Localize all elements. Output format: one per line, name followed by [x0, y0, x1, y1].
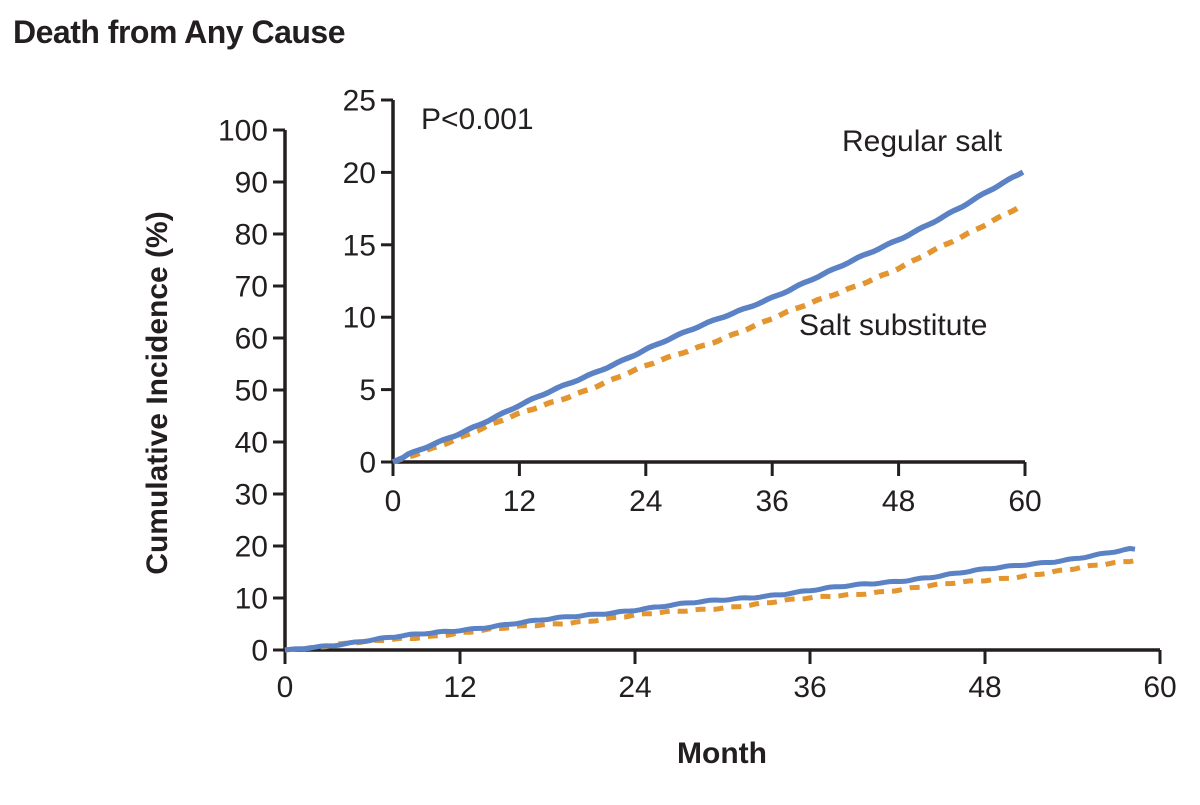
main-y-tick-label-40: 40 — [235, 427, 268, 460]
main-y-tick-label-0: 0 — [251, 635, 268, 668]
main-y-tick-label-90: 90 — [235, 167, 268, 200]
x-axis-title: Month — [677, 737, 767, 770]
regular-salt-line-main — [284, 546, 1136, 653]
salt-substitute-line-inset — [392, 201, 1025, 465]
y-axis-title: Cumulative Incidence (%) — [141, 211, 174, 575]
inset-x-tick-label-24: 24 — [629, 485, 662, 518]
inset-y-tick-label-20: 20 — [343, 157, 376, 190]
main-x-tick-label-12: 12 — [443, 671, 476, 704]
inset-y-tick-label-10: 10 — [343, 302, 376, 335]
inset-y-tick-label-5: 5 — [359, 374, 376, 407]
main-y-tick-label-100: 100 — [218, 115, 268, 148]
main-y-tick-label-10: 10 — [235, 583, 268, 616]
legend-label-salt-substitute: Salt substitute — [799, 309, 988, 342]
main-x-tick-label-48: 48 — [968, 671, 1001, 704]
inset-y-tick-label-25: 25 — [343, 85, 376, 118]
main-x-tick-label-60: 60 — [1143, 671, 1176, 704]
main-y-tick-label-80: 80 — [235, 219, 268, 252]
main-y-tick-label-30: 30 — [235, 479, 268, 512]
main-x-tick-label-36: 36 — [793, 671, 826, 704]
legend-label-regular-salt: Regular salt — [842, 125, 1003, 158]
main-y-tick-label-20: 20 — [235, 531, 268, 564]
inset-y-tick-label-15: 15 — [343, 229, 376, 262]
main-x-tick-label-0: 0 — [277, 671, 294, 704]
inset-x-tick-label-36: 36 — [756, 485, 789, 518]
inset-x-tick-label-0: 0 — [385, 485, 402, 518]
inset-chart: 0 12 24 36 48 60 0 5 10 15 20 25 — [343, 85, 1042, 519]
main-y-tick-label-70: 70 — [235, 271, 268, 304]
main-y-tick-label-60: 60 — [235, 323, 268, 356]
regular-salt-line-inset — [391, 169, 1025, 465]
figure-title: Death from Any Cause — [13, 14, 346, 50]
inset-x-tick-label-12: 12 — [503, 485, 536, 518]
main-y-tick-label-50: 50 — [235, 375, 268, 408]
main-x-tick-label-24: 24 — [618, 671, 651, 704]
inset-y-tick-label-0: 0 — [359, 447, 376, 480]
p-value-annotation: P<0.001 — [421, 103, 534, 136]
inset-x-tick-label-60: 60 — [1008, 485, 1041, 518]
inset-x-tick-label-48: 48 — [882, 485, 915, 518]
main-axes — [283, 130, 1160, 652]
